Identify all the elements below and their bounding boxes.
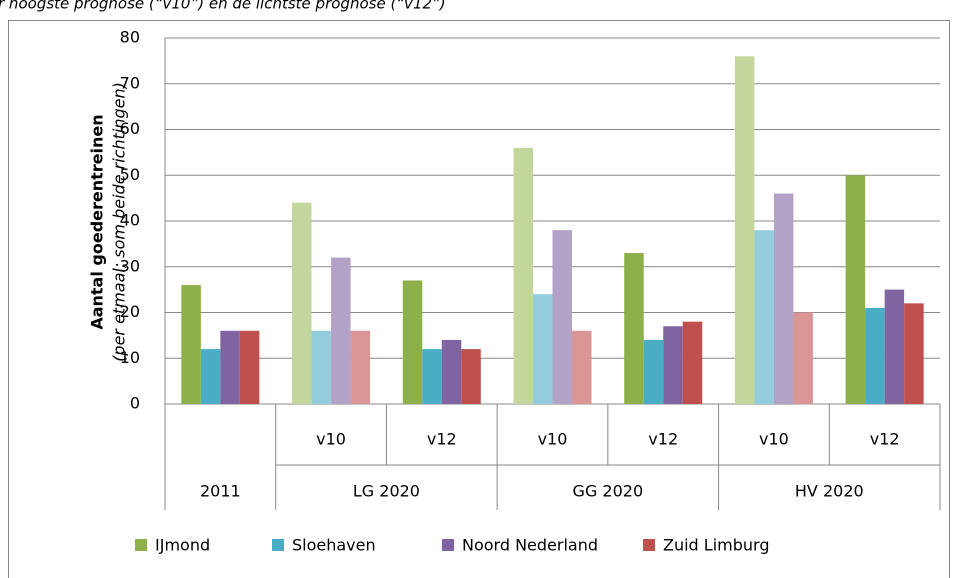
y-tick-label: 0 (130, 394, 140, 413)
legend-swatch (442, 539, 454, 551)
bar (513, 147, 533, 405)
x-tick-label: v12 (648, 430, 678, 449)
legend-label: Zuid Limburg (663, 536, 769, 555)
bar (773, 193, 794, 404)
bar (865, 307, 885, 404)
bar (793, 312, 813, 404)
bar (422, 349, 442, 404)
x-tick-label: v10 (538, 430, 568, 449)
bar (220, 330, 240, 404)
x-group-label: GG 2020 (573, 482, 644, 501)
bar (181, 285, 201, 404)
bar (754, 230, 774, 404)
legend-label: Noord Nederland (462, 536, 598, 555)
y-tick-label: 20 (120, 302, 140, 321)
legend-swatch (135, 539, 147, 551)
bar (624, 253, 644, 404)
bar (643, 339, 664, 404)
legend-swatch (643, 539, 655, 551)
x-tick-label: v10 (316, 430, 346, 449)
y-tick-label: 60 (120, 119, 140, 138)
x-group-label: HV 2020 (795, 482, 864, 501)
x-tick-label: v10 (759, 430, 789, 449)
bar (663, 326, 683, 404)
x-group-label: 2011 (200, 482, 241, 501)
y-tick-label: 70 (120, 73, 140, 92)
bar (200, 349, 221, 404)
bar (331, 257, 351, 404)
bar (533, 294, 553, 404)
y-sublabel: (per etmaal; som beide richtingen) (110, 82, 129, 362)
y-axis-title: Aantal goederentreinen (per etmaal; som … (88, 82, 129, 362)
bar (682, 321, 703, 404)
legend-label: Sloehaven (292, 536, 376, 555)
bar (904, 303, 924, 404)
legend-label: IJmond (155, 536, 210, 555)
bar (461, 349, 481, 404)
bar (845, 175, 866, 404)
bar (350, 330, 371, 404)
bar (441, 339, 462, 404)
y-tick-label: 80 (120, 28, 140, 47)
bar (402, 280, 423, 404)
y-tick-label: 10 (120, 348, 140, 367)
chart-frame (8, 20, 950, 578)
bar (239, 330, 260, 404)
bar (292, 202, 312, 404)
bar (734, 56, 755, 405)
bar (311, 330, 332, 404)
y-label: Aantal goederentreinen (88, 114, 107, 329)
x-group-label: LG 2020 (353, 482, 420, 501)
x-tick-label: v12 (427, 430, 457, 449)
bar (884, 289, 905, 404)
y-tick-label: 50 (120, 165, 140, 184)
bar (572, 330, 592, 404)
caption: r hoogste prognose (“v10”) en de lichtst… (0, 0, 446, 13)
bar (552, 230, 572, 404)
legend-swatch (272, 539, 284, 551)
x-tick-label: v12 (870, 430, 900, 449)
y-tick-label: 30 (120, 256, 140, 275)
y-tick-label: 40 (120, 211, 140, 230)
